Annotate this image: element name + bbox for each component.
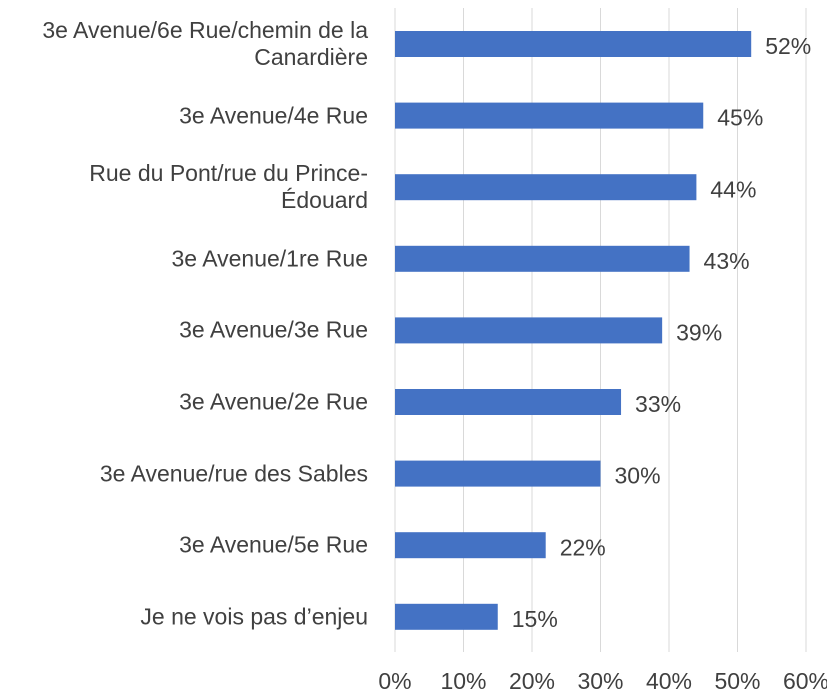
- data-label: 15%: [512, 606, 558, 632]
- bar: [395, 174, 697, 201]
- y-tick-label: 3e Avenue/rue des Sables: [99, 460, 368, 487]
- x-tick-label: 10%: [440, 668, 486, 691]
- x-tick-label: 60%: [783, 668, 827, 691]
- data-label: 45%: [717, 105, 763, 131]
- data-label: 39%: [676, 319, 722, 345]
- bar: [395, 317, 663, 344]
- x-tick-label: 50%: [714, 668, 760, 691]
- data-label: 33%: [635, 391, 681, 417]
- x-tick-label: 0%: [378, 668, 411, 691]
- y-tick-label: 3e Avenue/5e Rue: [179, 531, 368, 558]
- x-tick-label: 30%: [577, 668, 623, 691]
- bar: [395, 603, 498, 630]
- y-tick-label: 3e Avenue/4e Rue: [179, 102, 368, 129]
- data-label: 43%: [704, 248, 750, 274]
- bar: [395, 31, 752, 57]
- data-label: 44%: [710, 176, 756, 202]
- data-label: 22%: [560, 534, 606, 560]
- x-tick-label: 40%: [646, 668, 692, 691]
- bar: [395, 460, 601, 487]
- y-tick-label: 3e Avenue/3e Rue: [179, 316, 368, 343]
- bar: [395, 102, 704, 129]
- y-tick-label: 3e Avenue/6e Rue/chemin de la Canardière: [42, 17, 368, 70]
- x-tick-label: 20%: [509, 668, 555, 691]
- y-tick-label: 3e Avenue/1re Rue: [171, 245, 368, 272]
- y-tick-label: Je ne vois pas d’enjeu: [140, 603, 368, 630]
- data-label: 30%: [615, 463, 661, 489]
- bar: [395, 245, 690, 272]
- data-label: 52%: [765, 33, 811, 59]
- bar: [395, 389, 622, 415]
- y-tick-label: 3e Avenue/2e Rue: [179, 388, 368, 415]
- y-tick-label: Rue du Pont/rue du Prince-Édouard: [89, 160, 368, 214]
- bar: [395, 532, 546, 559]
